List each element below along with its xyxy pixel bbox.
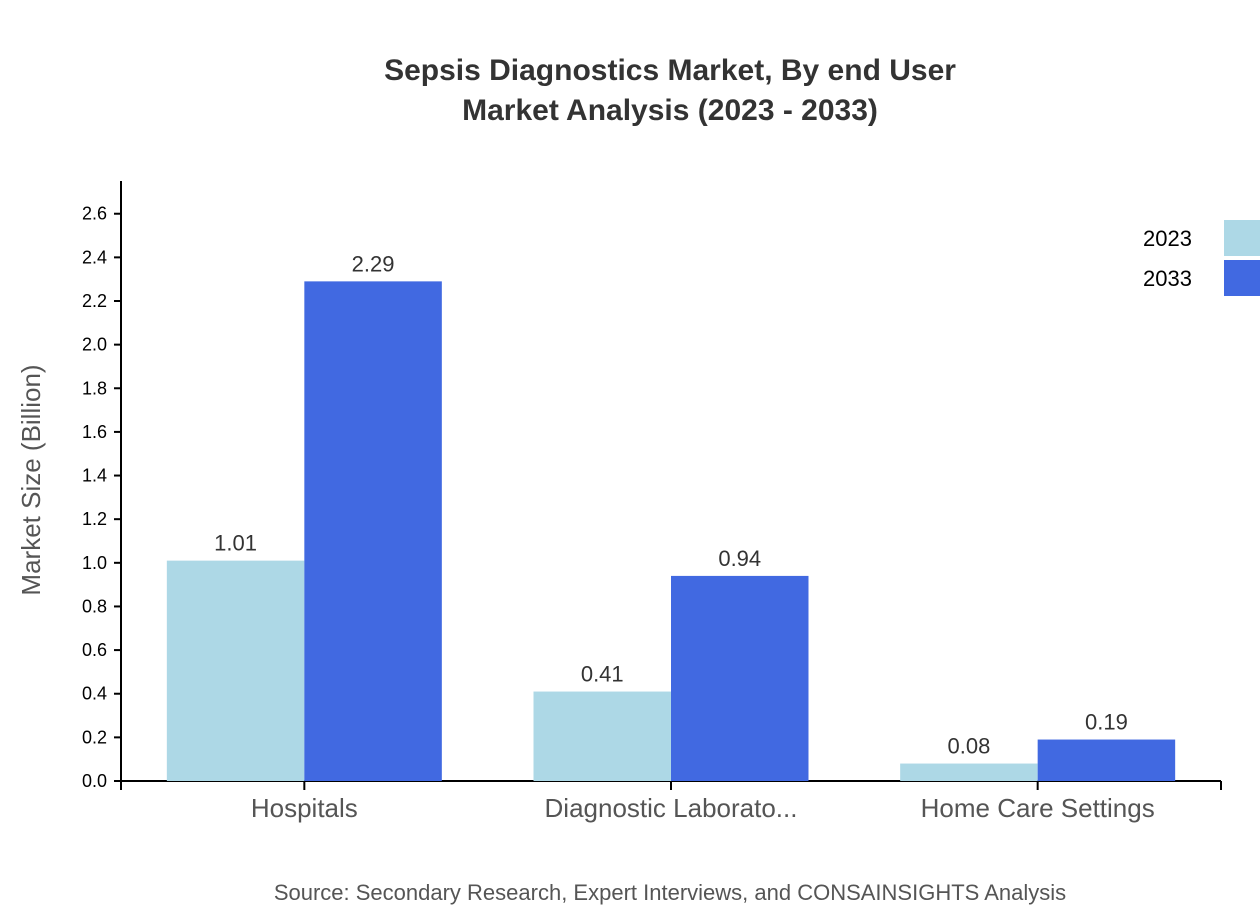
- y-tick-label: 0.6: [82, 640, 107, 660]
- y-tick-label: 0.8: [82, 596, 107, 616]
- y-tick-label: 1.0: [82, 553, 107, 573]
- bar-2033: [304, 281, 442, 781]
- data-label: 0.08: [948, 734, 991, 759]
- legend-label: 2023: [1143, 226, 1192, 251]
- chart-subtitle: Market Analysis (2023 - 2033): [462, 94, 878, 127]
- y-tick-label: 1.6: [82, 422, 107, 442]
- legend-label: 2033: [1143, 266, 1192, 291]
- y-tick-label: 0.4: [82, 684, 107, 704]
- data-label: 0.41: [581, 662, 624, 687]
- y-tick-label: 1.2: [82, 509, 107, 529]
- bar-2023: [900, 763, 1038, 781]
- bar-2033: [671, 575, 809, 781]
- y-tick-label: 1.8: [82, 378, 107, 398]
- source-note: Source: Secondary Research, Expert Inter…: [274, 880, 1066, 905]
- bar-2033: [1037, 739, 1176, 781]
- legend-swatch: [1224, 260, 1260, 296]
- x-tick-label: Diagnostic Laborato...: [545, 793, 798, 823]
- y-tick-label: 0.0: [82, 771, 107, 791]
- y-tick-label: 2.0: [82, 335, 107, 355]
- chart-title: Sepsis Diagnostics Market, By end User: [384, 54, 956, 87]
- y-tick-label: 2.6: [82, 204, 107, 224]
- data-label: 1.01: [214, 531, 257, 556]
- data-label: 2.29: [352, 251, 395, 276]
- y-axis-label: Market Size (Billion): [16, 364, 46, 595]
- bar-2023: [166, 560, 305, 781]
- x-tick-label: Hospitals: [251, 793, 358, 823]
- y-tick-label: 0.2: [82, 727, 107, 747]
- y-tick-label: 2.4: [82, 247, 107, 267]
- y-tick-label: 1.4: [82, 466, 107, 486]
- y-tick-label: 2.2: [82, 291, 107, 311]
- data-label: 0.19: [1085, 710, 1128, 735]
- x-tick-label: Home Care Settings: [921, 793, 1155, 823]
- legend-swatch: [1224, 220, 1260, 256]
- bar-2023: [533, 691, 671, 781]
- data-label: 0.94: [718, 546, 761, 571]
